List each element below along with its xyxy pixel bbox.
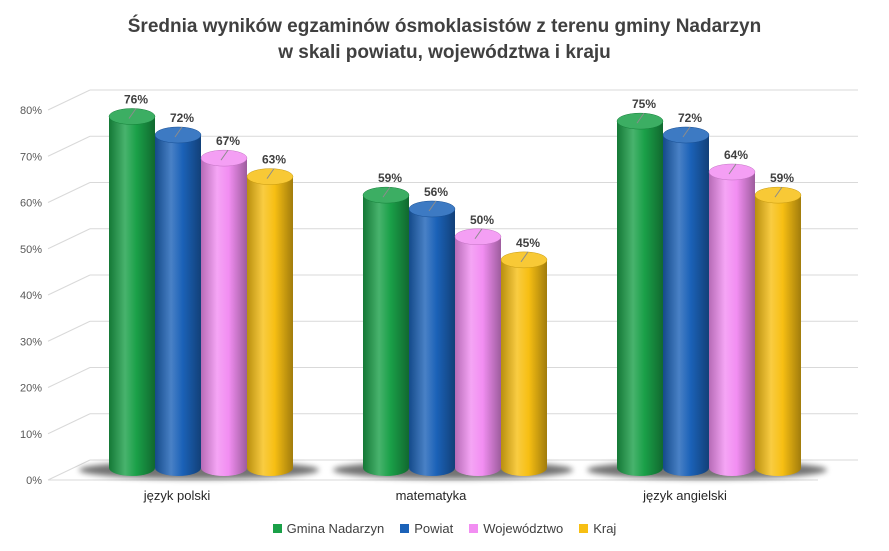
label-leader [428,200,437,212]
bar-body [109,116,155,476]
bar [616,112,664,476]
bar-body [247,176,293,476]
gridline-side [47,367,91,388]
bar [662,126,710,476]
bar-body [755,195,801,476]
gridline-side [47,228,91,250]
bar [246,168,294,476]
gridline-side [47,135,91,157]
bar-top [246,168,294,185]
label-leader [728,163,737,175]
data-label: 59% [378,171,402,185]
legend-item: Kraj [579,521,616,536]
data-label: 67% [216,134,240,148]
bar-top [200,149,248,167]
bar [362,186,410,476]
x-tick-label: matematyka [396,488,468,503]
bar-body [501,259,547,476]
label-leader [774,186,783,198]
bar-top [408,200,456,218]
label-leader [128,108,137,119]
bar-top [662,126,710,144]
y-tick-label: 70% [20,151,42,163]
bar-top [708,163,756,181]
label-leader [520,251,529,263]
data-label: 59% [770,171,794,185]
data-label: 50% [470,213,494,227]
bar [108,108,156,476]
label-leader [174,126,183,138]
y-tick-label: 40% [20,290,42,302]
data-label: 64% [724,148,748,162]
legend-label: Województwo [483,521,564,536]
gridline-side [47,274,91,296]
label-leader [682,126,691,138]
legend-swatch [469,524,479,533]
bar-body [455,236,501,476]
legend-label: Kraj [593,521,617,536]
data-label: 72% [170,111,194,125]
data-label: 56% [424,185,448,199]
data-label: 75% [632,97,656,111]
legend-swatch [579,524,589,533]
bar-body [709,172,755,476]
y-tick-label: 30% [20,336,42,348]
legend-item: Powiat [400,521,453,536]
bar-top [362,186,410,204]
bar-top [108,108,156,125]
label-leader [636,112,645,124]
x-tick-label: język polski [143,488,211,503]
x-tick-label: język angielski [642,488,727,503]
legend-item: Województwo [469,521,563,536]
bars [108,108,802,476]
label-leader [266,168,275,179]
bar-body [201,158,247,476]
bar [454,228,502,476]
bar-top [500,251,548,269]
gridline-side [47,413,91,435]
bar-top [454,228,502,245]
bar-body [155,135,201,476]
gridline-side [47,182,91,203]
y-tick-label: 80% [20,105,42,117]
label-leader [382,186,391,198]
bar-body [663,135,709,476]
bar-top [616,112,664,130]
legend-label: Powiat [414,521,454,536]
label-leader [220,149,229,161]
legend-swatch [272,524,282,533]
bar [708,163,756,476]
gridline-side [47,459,91,481]
y-tick-label: 50% [20,244,42,256]
data-label: 72% [678,111,702,125]
bar [754,186,802,476]
bar-body [409,209,455,476]
y-tick-label: 10% [20,429,42,441]
legend-label: Gmina Nadarzyn [286,521,385,536]
bar-top [754,186,802,204]
legend-item: Gmina Nadarzyn [272,521,385,536]
y-tick-label: 20% [20,383,42,395]
bar-body [363,195,409,476]
y-tick-label: 60% [20,198,42,210]
bar [500,251,548,476]
bar-top [154,126,202,144]
gridline-side [47,320,91,342]
legend: Gmina Nadarzyn Powiat Województwo Kraj [0,521,889,536]
bar-body [617,121,663,476]
y-tick-label: 0% [26,475,42,487]
data-label: 76% [124,93,148,107]
label-leader [474,228,483,240]
bar [154,126,202,476]
bar [200,149,248,476]
data-label: 45% [516,236,540,250]
gridline-side [47,89,91,111]
legend-swatch [400,524,410,533]
chart-title: Średnia wyników egzaminów ósmoklasistów … [127,16,762,37]
chart-subtitle: w skali powiatu, województwa i kraju [278,42,611,63]
data-label: 63% [262,153,286,167]
bar [408,200,456,476]
